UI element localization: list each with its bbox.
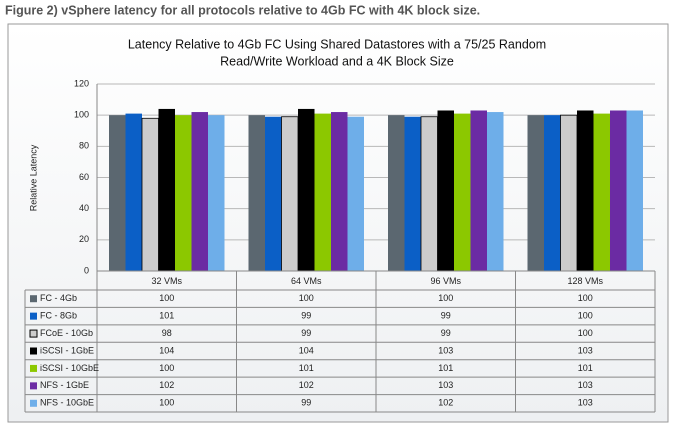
y-tick-label: 100 — [74, 110, 89, 120]
table-value: 100 — [159, 293, 174, 303]
x-tick-label: 96 VMs — [430, 276, 461, 286]
bar — [248, 115, 265, 272]
legend-label: FC - 4Gb — [40, 293, 77, 303]
legend-label: iSCSI - 1GbE — [40, 345, 94, 355]
table-value: 103 — [578, 380, 593, 390]
legend-label: FCoE - 10Gb — [40, 328, 93, 338]
bar — [577, 110, 594, 271]
legend-swatch — [30, 382, 37, 390]
bar — [544, 115, 561, 272]
table-value: 103 — [438, 380, 453, 390]
table-value: 101 — [578, 363, 593, 373]
table-value: 100 — [438, 293, 453, 303]
table-value: 100 — [578, 328, 593, 338]
bar — [281, 116, 299, 272]
table-value: 99 — [441, 311, 451, 321]
y-tick-label: 0 — [84, 265, 89, 275]
table-value: 100 — [159, 398, 174, 408]
x-tick-label: 128 VMs — [567, 276, 603, 286]
bar — [158, 108, 175, 271]
legend-swatch — [30, 295, 37, 303]
legend-swatch — [30, 399, 37, 407]
y-tick-label: 20 — [79, 234, 89, 244]
bar — [388, 115, 405, 272]
table-value: 99 — [301, 311, 311, 321]
table-value: 102 — [438, 398, 453, 408]
table-value: 98 — [162, 328, 172, 338]
legend-swatch — [30, 347, 37, 355]
legend-swatch — [29, 329, 38, 338]
legend-label: NFS - 10GbE — [40, 398, 94, 408]
bar — [626, 110, 643, 271]
bar — [560, 114, 578, 272]
figure-caption: Figure 2) vSphere latency for all protoc… — [5, 3, 480, 17]
y-tick-label: 60 — [79, 172, 89, 182]
bar — [175, 115, 192, 272]
table-value: 101 — [159, 311, 174, 321]
bar — [454, 113, 471, 271]
legend-label: iSCSI - 10GbE — [40, 363, 99, 373]
bar — [109, 115, 126, 272]
table-value: 100 — [578, 293, 593, 303]
table-value: 99 — [441, 328, 451, 338]
bar — [404, 116, 421, 271]
table-value: 103 — [578, 398, 593, 408]
table-value: 103 — [578, 345, 593, 355]
legend-label: NFS - 1GbE — [40, 380, 89, 390]
y-tick-label: 40 — [79, 203, 89, 213]
table-value: 103 — [438, 345, 453, 355]
bar — [141, 117, 159, 272]
table-value: 100 — [159, 363, 174, 373]
table-value: 102 — [159, 380, 174, 390]
bar — [298, 108, 315, 271]
y-tick-label: 80 — [79, 141, 89, 151]
bar — [208, 115, 225, 272]
legend-label: FC - 8Gb — [40, 311, 77, 321]
bar — [191, 112, 208, 271]
x-tick-label: 64 VMs — [291, 276, 322, 286]
bar — [265, 116, 282, 271]
x-tick-label: 32 VMs — [151, 276, 182, 286]
bar — [314, 113, 331, 271]
table-value: 100 — [299, 293, 314, 303]
table-value: 102 — [299, 380, 314, 390]
bar — [125, 113, 142, 271]
legend-swatch — [30, 364, 37, 372]
bar — [420, 116, 438, 272]
chart-title: Read/Write Workload and a 4K Block Size — [220, 54, 454, 68]
bar — [527, 115, 544, 272]
table-value: 99 — [301, 328, 311, 338]
table-value: 104 — [159, 345, 174, 355]
table-value: 101 — [299, 363, 314, 373]
chart-title: Latency Relative to 4Gb FC Using Shared … — [128, 37, 546, 51]
bar — [331, 112, 348, 271]
bar — [610, 110, 627, 271]
table-value: 101 — [438, 363, 453, 373]
table-value: 99 — [301, 398, 311, 408]
bar — [470, 110, 487, 271]
table-value: 100 — [578, 311, 593, 321]
legend-swatch — [30, 312, 37, 320]
bar — [347, 116, 364, 271]
bar — [593, 113, 610, 271]
y-tick-label: 120 — [74, 78, 89, 88]
bar — [437, 110, 454, 271]
table-value: 104 — [299, 345, 314, 355]
bar — [487, 112, 504, 271]
y-axis-label: Relative Latency — [28, 144, 38, 211]
